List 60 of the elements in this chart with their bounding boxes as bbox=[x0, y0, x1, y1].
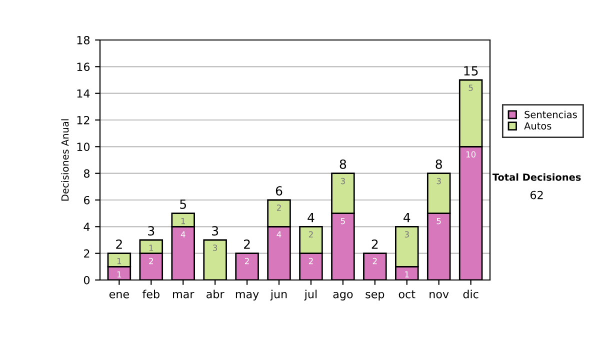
y-tick-label: 18 bbox=[77, 36, 90, 44]
total-label: 2 bbox=[372, 239, 378, 249]
total-label: 6 bbox=[276, 186, 282, 196]
legend-label: Autos bbox=[524, 122, 552, 130]
x-tick-label: mar bbox=[173, 292, 194, 298]
x-tick-label: sep bbox=[366, 292, 384, 300]
total-label: 15 bbox=[464, 66, 478, 76]
data-label: 5 bbox=[468, 84, 473, 91]
text: 62 bbox=[530, 190, 543, 200]
x-tick-label: dic bbox=[463, 290, 478, 298]
y-tick-label: 8 bbox=[84, 169, 90, 178]
y-tick-label: 6 bbox=[84, 196, 90, 204]
y-tick-label: 12 bbox=[77, 116, 90, 124]
data-label: 1 bbox=[117, 258, 122, 264]
data-label: 2 bbox=[149, 258, 153, 264]
x-tick-label: nov bbox=[430, 292, 449, 298]
total-label: 4 bbox=[308, 212, 314, 222]
y-tick-label: 10 bbox=[77, 142, 90, 152]
total-label: 3 bbox=[148, 226, 154, 236]
y-axis-title: Decisiones Anual bbox=[61, 119, 69, 201]
data-label: 5 bbox=[436, 218, 441, 224]
x-tick-label: jun bbox=[270, 290, 287, 300]
data-label: 3 bbox=[436, 178, 441, 184]
data-label: 3 bbox=[340, 178, 345, 184]
y-tick-label: 0 bbox=[84, 276, 90, 284]
legend-label: Sentencias bbox=[524, 110, 577, 118]
y-tick-label: 14 bbox=[77, 89, 90, 98]
total-label: 3 bbox=[212, 226, 218, 236]
data-label: 2 bbox=[308, 231, 313, 238]
data-label: 4 bbox=[276, 231, 282, 238]
data-label: 1 bbox=[181, 218, 185, 224]
data-label: 2 bbox=[372, 258, 377, 264]
x-tick-label: ago bbox=[333, 292, 353, 300]
data-label: 3 bbox=[404, 231, 409, 238]
y-tick-label: 2 bbox=[84, 249, 90, 258]
x-tick-label: abr bbox=[206, 290, 224, 298]
total-label: 2 bbox=[244, 239, 250, 249]
total-label: 8 bbox=[340, 159, 346, 169]
y-tick-label: 4 bbox=[84, 222, 90, 231]
total-label: 2 bbox=[116, 239, 122, 249]
x-tick-label: may bbox=[236, 292, 259, 300]
total-label: 5 bbox=[180, 200, 186, 209]
x-tick-label: oct bbox=[398, 290, 416, 298]
data-label: 1 bbox=[405, 271, 409, 278]
x-tick-label: feb bbox=[142, 290, 160, 298]
total-label: 4 bbox=[404, 212, 410, 222]
text: Total Decisiones bbox=[492, 173, 581, 181]
data-label: 2 bbox=[308, 258, 313, 264]
data-label: 5 bbox=[340, 218, 345, 224]
data-label: 3 bbox=[213, 244, 218, 251]
data-label: 2 bbox=[276, 204, 281, 211]
y-tick-label: 16 bbox=[77, 62, 90, 72]
data-label: 1 bbox=[117, 271, 122, 278]
x-tick-label: ene bbox=[109, 292, 129, 298]
data-label: 4 bbox=[180, 231, 186, 238]
total-label: 8 bbox=[436, 159, 442, 169]
x-tick-label: jul bbox=[304, 290, 317, 300]
data-label: 2 bbox=[245, 258, 249, 264]
data-label: 1 bbox=[149, 244, 154, 251]
data-label: 10 bbox=[466, 151, 476, 158]
